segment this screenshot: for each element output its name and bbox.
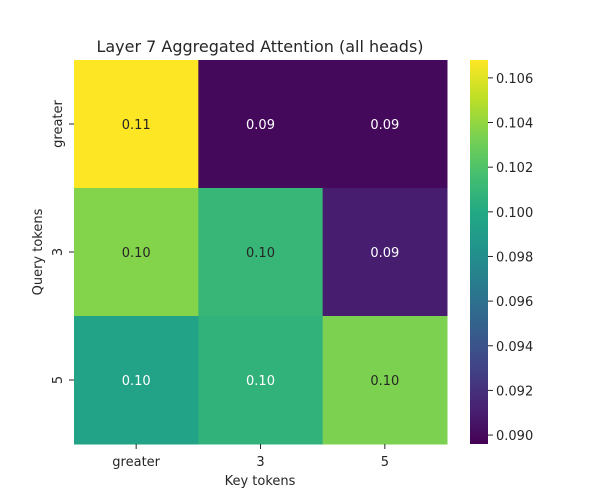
x-tick-label: 5	[381, 455, 389, 470]
y-tick-label: greater	[51, 99, 66, 147]
heatmap-cell	[74, 188, 199, 317]
colorbar-tick-label: 0.106	[496, 72, 533, 87]
colorbar-ticks: 0.090 0.092 0.094 0.096 0.098 0.100 0.102 0.104…	[488, 72, 533, 444]
y-tick-label: 3	[51, 248, 66, 256]
colorbar-tick-label: 0.104	[496, 117, 533, 132]
heatmap-cell-label: 0.10	[370, 374, 399, 389]
colorbar-tick-label: 0.102	[496, 161, 533, 176]
colorbar-tick-label: 0.096	[496, 295, 533, 310]
chart-title: Layer 7 Aggregated Attention (all heads)	[96, 37, 423, 56]
heatmap-cell-labels: 0.11 0.09 0.09 0.10 0.10 0.09 0.10 0.10 0.10	[122, 118, 400, 389]
colorbar-tick-label: 0.092	[496, 384, 533, 399]
heatmap-cell-label: 0.09	[246, 118, 275, 133]
heatmap-cell-label: 0.10	[246, 374, 275, 389]
heatmap-cell	[198, 188, 324, 317]
heatmap-cell	[74, 316, 199, 445]
heatmap-cell	[322, 60, 448, 189]
y-tick-label: 5	[51, 376, 66, 384]
y-axis-ticks: greater 3 5	[51, 99, 74, 384]
heatmap-cell	[322, 316, 448, 445]
y-axis-label: Query tokens	[31, 208, 46, 295]
heatmap-cell	[198, 60, 324, 189]
heatmap-cell-label: 0.09	[370, 246, 399, 261]
x-axis-label: Key tokens	[225, 474, 296, 489]
heatmap-cell-label: 0.10	[122, 374, 151, 389]
heatmap-cell-label: 0.11	[122, 118, 151, 133]
x-tick-label: 3	[256, 455, 264, 470]
x-tick-label: greater	[112, 455, 160, 470]
colorbar-tick-label: 0.100	[496, 206, 533, 221]
colorbar	[470, 60, 488, 444]
heatmap-cell-label: 0.10	[122, 246, 151, 261]
colorbar-tick-label: 0.094	[496, 340, 533, 355]
heatmap-cell-label: 0.09	[370, 118, 399, 133]
heatmap-cell	[322, 188, 448, 317]
heatmap-cell	[74, 60, 199, 189]
colorbar-tick-label: 0.098	[496, 250, 533, 265]
heatmap-cells	[74, 60, 448, 445]
heatmap-cell	[198, 316, 324, 445]
heatmap-cell-label: 0.10	[246, 246, 275, 261]
x-axis-ticks: greater 3 5	[112, 444, 389, 470]
colorbar-tick-label: 0.090	[496, 429, 533, 444]
